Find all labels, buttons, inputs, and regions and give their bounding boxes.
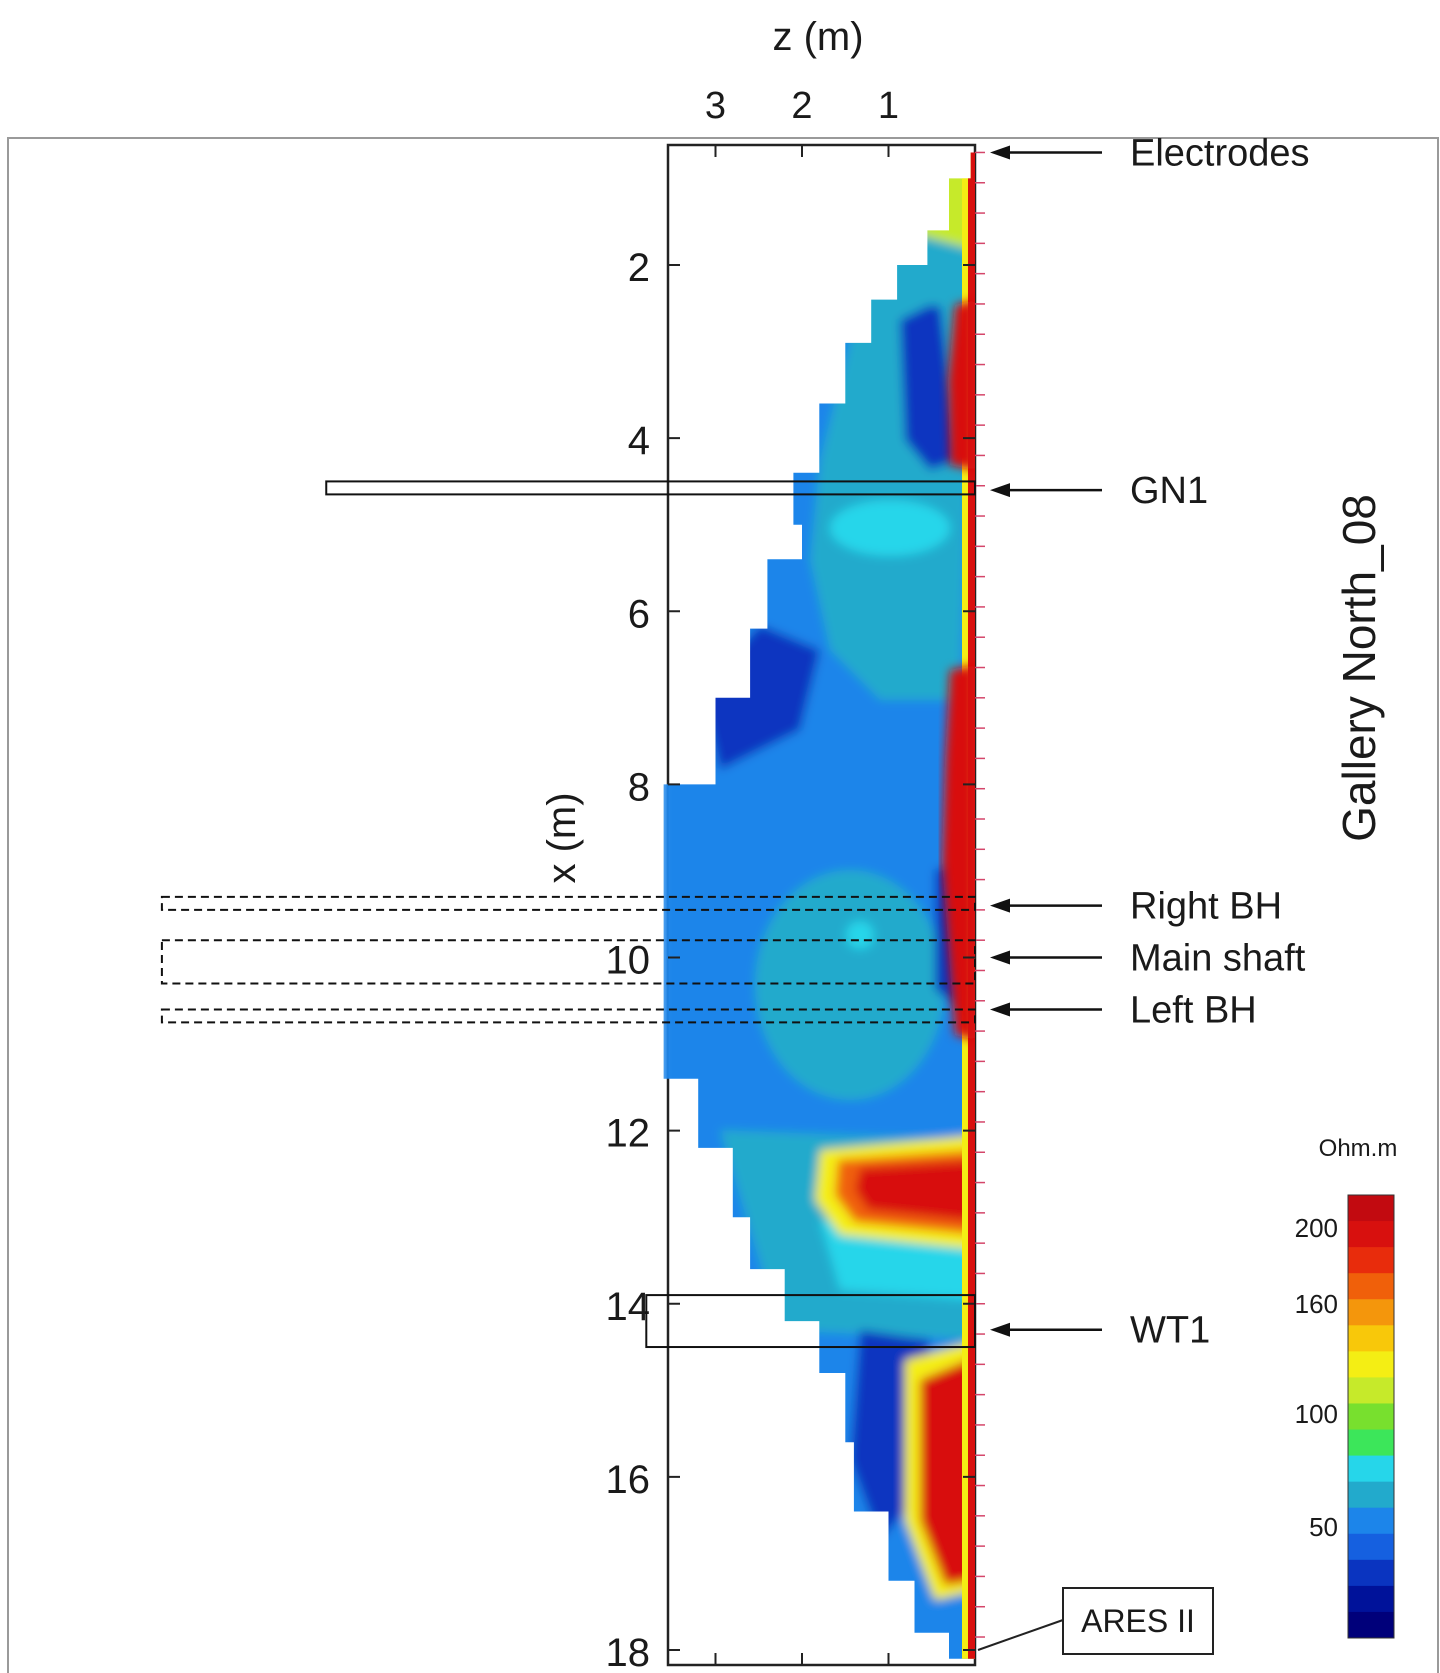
colorbar-segment <box>1348 1221 1394 1248</box>
region-red-upper <box>948 300 975 470</box>
arrow-head-main-shaft <box>990 950 1010 965</box>
region-teal-mid <box>755 870 945 1100</box>
x-tick-label-2: 2 <box>628 246 650 290</box>
ares-box <box>1062 1587 1214 1655</box>
structure-gn1 <box>325 480 976 496</box>
annotation-main-shaft: Main shaft <box>1130 938 1306 980</box>
x-tick-label-8: 8 <box>628 765 650 809</box>
region-blue-upper <box>900 300 960 470</box>
colorbar: Ohm.m 200 160 100 50 <box>1295 1135 1398 1639</box>
colorbar-segment <box>1348 1585 1394 1613</box>
arrow-head-electrodes <box>990 145 1010 160</box>
region-cyan-gn1 <box>830 500 950 556</box>
x-axis-label: x (m) <box>540 792 584 883</box>
colorbar-tick-160: 160 <box>1295 1289 1338 1319</box>
z-tick-label-3: 3 <box>705 85 726 127</box>
colorbar-segment <box>1348 1273 1394 1300</box>
colorbar-unit: Ohm.m <box>1319 1135 1398 1162</box>
x-tick-label-10: 10 <box>606 939 651 983</box>
structure-right-bh <box>160 895 976 911</box>
figure-frame <box>7 137 1439 1673</box>
structures <box>160 480 976 1349</box>
colorbar-segment <box>1348 1299 1394 1326</box>
x-tick-label-4: 4 <box>628 419 650 463</box>
colorbar-tick-100: 100 <box>1295 1399 1338 1429</box>
colorbar-segment <box>1348 1481 1394 1509</box>
region-red-lower <box>855 1160 975 1222</box>
structure-left-bh <box>160 1008 976 1024</box>
ares-device-label: ARES II <box>977 1587 1214 1655</box>
region-red-central <box>942 665 975 1040</box>
colorbar-segment <box>1348 1559 1394 1587</box>
annotations: Electrodes GN1 Right BH Main shaft Left BH WT… <box>990 132 1310 1352</box>
z-tick-label-2: 2 <box>791 85 812 127</box>
ares-leader-line <box>977 1619 1064 1651</box>
annotation-gn1: GN1 <box>1130 470 1208 512</box>
arrow-head-gn1 <box>990 483 1010 498</box>
electrode-ticks <box>975 151 985 1638</box>
structure-main-shaft <box>160 939 976 985</box>
x-tick-label-18: 18 <box>606 1631 651 1673</box>
x-tick-label-16: 16 <box>606 1458 651 1502</box>
chart-title: Gallery North_08 <box>1333 494 1385 842</box>
arrow-head-left-bh <box>990 1002 1010 1017</box>
arrow-head-wt1 <box>990 1322 1010 1337</box>
colorbar-border <box>1347 1194 1395 1639</box>
annotation-electrodes: Electrodes <box>1130 132 1310 174</box>
colorbar-tick-50: 50 <box>1309 1512 1338 1542</box>
x-axis: 2 4 6 8 10 12 14 16 18 <box>606 246 975 1673</box>
colorbar-segment <box>1348 1429 1394 1457</box>
colorbar-segment <box>1348 1611 1394 1639</box>
colorbar-segment <box>1348 1247 1394 1274</box>
colorbar-segment <box>1348 1377 1394 1404</box>
annotation-right-bh: Right BH <box>1130 886 1282 928</box>
colorbar-segment <box>1348 1195 1394 1222</box>
colorbar-segment <box>1348 1403 1394 1431</box>
annotation-left-bh: Left BH <box>1130 989 1257 1031</box>
colorbar-segment <box>1348 1325 1394 1352</box>
z-axis: 3 2 1 <box>705 85 899 1665</box>
colorbar-segment <box>1348 1533 1394 1561</box>
ares-box-text: ARES II <box>1081 1603 1195 1639</box>
annotation-wt1: WT1 <box>1130 1310 1210 1352</box>
z-tick-label-1: 1 <box>878 85 899 127</box>
colorbar-tick-200: 200 <box>1295 1213 1338 1243</box>
colorbar-segment <box>1348 1455 1394 1483</box>
arrow-head-right-bh <box>990 898 1010 913</box>
colorbar-segment <box>1348 1507 1394 1535</box>
x-tick-label-12: 12 <box>606 1112 651 1156</box>
colorbar-segment <box>1348 1351 1394 1378</box>
x-tick-label-14: 14 <box>606 1285 651 1329</box>
z-axis-label: z (m) <box>772 15 863 59</box>
region-cyan-mid <box>846 921 874 949</box>
x-tick-label-6: 6 <box>628 592 650 636</box>
structure-wt1 <box>645 1294 976 1349</box>
resistivity-model <box>663 152 975 1659</box>
